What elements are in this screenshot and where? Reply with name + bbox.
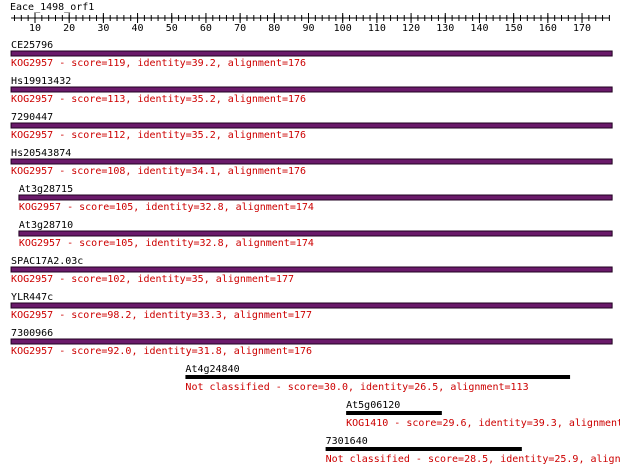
- ruler-tick-label: 130: [436, 23, 454, 34]
- ruler-tick-label: 150: [505, 23, 523, 34]
- hit-label: KOG2957 - score=112, identity=35.2, alig…: [11, 130, 306, 141]
- hit-label: Not classified - score=28.5, identity=25…: [326, 454, 620, 465]
- hit-bar: [325, 447, 522, 451]
- hit-bar: [346, 411, 442, 415]
- hit-bar: [10, 158, 613, 165]
- ruler-tick-label: 170: [573, 23, 591, 34]
- hit-bar: [18, 194, 613, 201]
- hit-label: KOG2957 - score=105, identity=32.8, alig…: [19, 202, 314, 213]
- hit-label: KOG2957 - score=98.2, identity=33.3, ali…: [11, 310, 312, 321]
- ruler-tick-label: 70: [234, 23, 246, 34]
- hit-name: At3g28715: [19, 184, 73, 195]
- hit-label: Not classified - score=30.0, identity=26…: [185, 382, 528, 393]
- hit-name: YLR447c: [11, 292, 53, 303]
- hit-bar: [18, 230, 613, 237]
- hit-label: KOG2957 - score=102, identity=35, alignm…: [11, 274, 294, 285]
- ruler-tick-label: 40: [132, 23, 144, 34]
- hit-label: KOG2957 - score=108, identity=34.1, alig…: [11, 166, 306, 177]
- ruler-title: Eace_1498_orf1: [10, 2, 94, 13]
- hit-label: KOG2957 - score=92.0, identity=31.8, ali…: [11, 346, 312, 357]
- hit-name: 7301640: [326, 436, 368, 447]
- hit-bar: [10, 302, 613, 309]
- hit-label: KOG2957 - score=119, identity=39.2, alig…: [11, 58, 306, 69]
- ruler-tick-label: 160: [539, 23, 557, 34]
- hit-label: KOG2957 - score=113, identity=35.2, alig…: [11, 94, 306, 105]
- ruler-tick-label: 50: [166, 23, 178, 34]
- hit-bar: [185, 375, 571, 379]
- hit-bar: [10, 338, 613, 345]
- ruler-tick-label: 110: [368, 23, 386, 34]
- ruler-tick-label: 20: [63, 23, 75, 34]
- hit-label: KOG2957 - score=105, identity=32.8, alig…: [19, 238, 314, 249]
- hit-label: KOG1410 - score=29.6, identity=39.3, ali…: [346, 418, 620, 429]
- hit-name: Hs20543874: [11, 148, 71, 159]
- hit-bar: [10, 50, 613, 57]
- hit-name: 7300966: [11, 328, 53, 339]
- hit-name: Hs19913432: [11, 76, 71, 87]
- hit-name: 7290447: [11, 112, 53, 123]
- ruler-tick-label: 10: [29, 23, 41, 34]
- ruler-tick-label: 100: [334, 23, 352, 34]
- ruler-tick-label: 30: [97, 23, 109, 34]
- ruler-tick-label: 90: [302, 23, 314, 34]
- hit-name: CE25796: [11, 40, 53, 51]
- hit-name: SPAC17A2.03c: [11, 256, 83, 267]
- hit-name: At3g28710: [19, 220, 73, 231]
- ruler-tick-label: 80: [268, 23, 280, 34]
- hit-name: At4g24840: [185, 364, 239, 375]
- ruler-tick-label: 120: [402, 23, 420, 34]
- hit-bar: [10, 266, 613, 273]
- hit-bar: [10, 122, 613, 129]
- ruler-tick-label: 140: [470, 23, 488, 34]
- hit-bar: [10, 86, 613, 93]
- ruler-tick-label: 60: [200, 23, 212, 34]
- hit-name: At5g06120: [346, 400, 400, 411]
